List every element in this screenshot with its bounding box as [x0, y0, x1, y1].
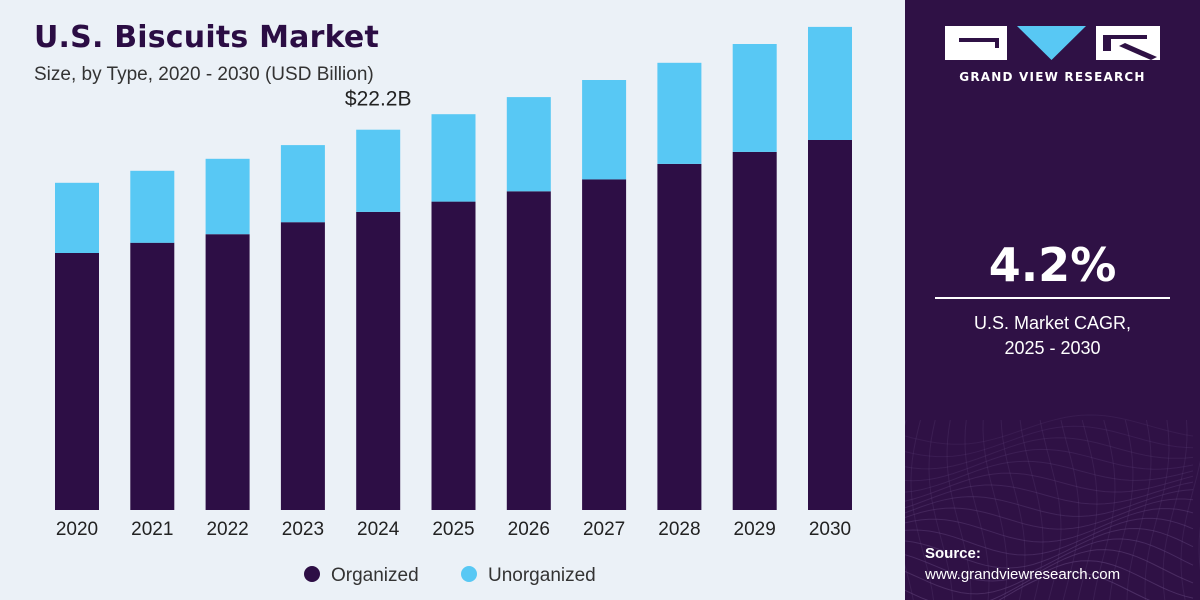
wave-line: [1077, 419, 1098, 600]
wave-line: [1144, 419, 1170, 600]
cagr-period: 2025 - 2030: [1004, 338, 1101, 358]
x-tick-label: 2027: [583, 519, 625, 540]
bar-unorganized-2020: [55, 182, 99, 253]
x-tick-label: 2022: [206, 519, 248, 540]
wave-line: [905, 489, 1194, 517]
wave-line: [905, 517, 1194, 556]
data-label-2024: $22.2B: [345, 88, 412, 111]
bar-organized-2030: [808, 139, 852, 510]
wave-line: [905, 508, 1194, 543]
wave-line: [905, 419, 914, 600]
bar-unorganized-2021: [130, 170, 175, 243]
bar-organized-2020: [55, 253, 99, 510]
wave-line: [1039, 419, 1062, 600]
legend-marker-organized: [304, 566, 320, 582]
wave-line: [905, 498, 1194, 530]
x-tick-label: 2023: [282, 519, 324, 540]
wave-line: [905, 414, 1194, 445]
wave-line: [1019, 419, 1044, 600]
info-panel: GRAND VIEW RESEARCH 4.2% U.S. Market CAG…: [905, 0, 1200, 600]
wave-line: [998, 571, 1151, 600]
bar-unorganized-2024: [356, 129, 401, 212]
bar-unorganized-2029: [732, 44, 777, 152]
wave-line: [905, 448, 1194, 482]
x-tick-label: 2021: [131, 519, 173, 540]
legend-label-organized: Organized: [331, 565, 419, 586]
x-tick-label: 2025: [432, 519, 474, 540]
bar-unorganized-2023: [280, 145, 325, 223]
cagr-value: 4.2%: [988, 238, 1117, 292]
bar-organized-2024: [356, 211, 401, 510]
bar-organized-2029: [732, 151, 777, 510]
wave-line: [982, 419, 1008, 600]
grand-view-research-logo: [945, 26, 1160, 60]
wave-line: [905, 527, 1194, 569]
wave-pattern-background: [905, 414, 1200, 600]
x-tick-label: 2030: [809, 519, 851, 540]
wave-line: [1180, 460, 1200, 600]
x-tick-label: 2026: [508, 519, 550, 540]
bar-chart: 2020 2021 2022 2023 2024 2025 2026 2027 2028 2029…: [55, 26, 852, 586]
bar-organized-2021: [130, 242, 175, 510]
bar-organized-2023: [280, 222, 325, 510]
x-tick-label: 2024: [357, 519, 400, 540]
wave-line: [905, 472, 1194, 502]
bar-organized-2022: [205, 234, 250, 510]
chart-subtitle: Size, by Type, 2020 - 2030 (USD Billion): [34, 64, 374, 85]
wave-line: [905, 425, 1194, 458]
wave-line: [1126, 419, 1152, 600]
wave-line: [1060, 419, 1080, 600]
wave-line: [905, 538, 1194, 582]
wave-line: [905, 481, 1194, 509]
bar-organized-2026: [506, 191, 551, 511]
source-url: www.grandviewresearch.com: [925, 566, 1121, 583]
legend-label-unorganized: Unorganized: [488, 565, 596, 586]
bar-unorganized-2030: [808, 26, 852, 140]
x-tick-label: 2028: [658, 519, 700, 540]
legend-marker-unorganized: [461, 566, 477, 582]
chart-title: U.S. Biscuits Market: [34, 20, 380, 55]
wave-line: [905, 460, 1194, 493]
x-tick-label: 2020: [56, 519, 98, 540]
chart-panel: U.S. Biscuits Market Size, by Type, 2020…: [0, 0, 905, 600]
bar-unorganized-2022: [205, 158, 250, 235]
wave-line: [964, 419, 990, 600]
source-label: Source:: [925, 545, 981, 562]
bar-unorganized-2028: [657, 62, 702, 164]
wave-line: [1092, 419, 1116, 600]
wave-line: [905, 549, 1194, 595]
cagr-label: U.S. Market CAGR,: [973, 313, 1132, 333]
bar-unorganized-2026: [506, 97, 551, 192]
brand-name: GRAND VIEW RESEARCH: [959, 70, 1146, 84]
wave-line: [1109, 419, 1134, 600]
wave-line: [905, 560, 1194, 600]
bar-organized-2028: [657, 163, 702, 510]
wave-line: [905, 437, 1194, 470]
x-tick-label: 2029: [734, 519, 776, 540]
wave-line: [910, 419, 934, 600]
wave-line: [1000, 419, 1026, 600]
bar-unorganized-2025: [431, 114, 476, 202]
cagr-divider: [935, 297, 1170, 299]
bar-organized-2027: [582, 179, 627, 511]
wave-line: [928, 419, 954, 600]
wave-line: [1162, 419, 1188, 600]
bar-unorganized-2027: [582, 80, 627, 180]
bar-organized-2025: [431, 201, 476, 510]
wave-line: [946, 419, 972, 600]
